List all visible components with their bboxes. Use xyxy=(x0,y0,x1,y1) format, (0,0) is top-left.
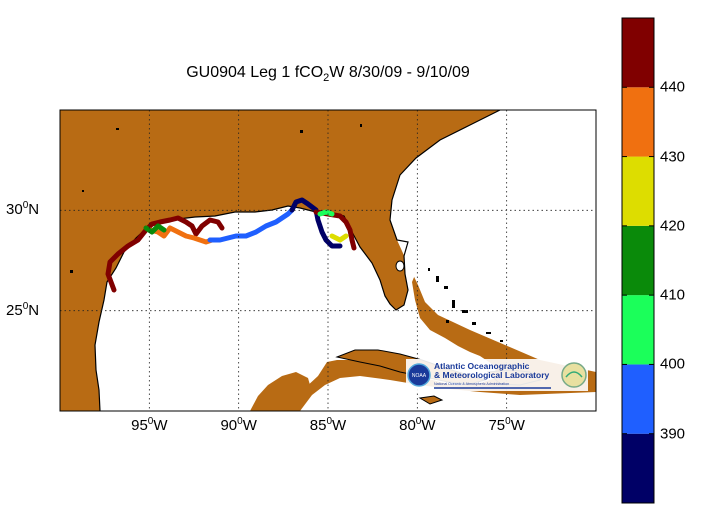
lat-tick-label-1: 250N xyxy=(6,300,40,319)
bahamas-islands xyxy=(428,268,503,342)
map-grid xyxy=(60,110,596,411)
noaa-badge-text: NOAA xyxy=(412,373,427,379)
track-segment-mixed xyxy=(143,223,167,235)
lon-tick-label-1: 900W xyxy=(220,416,257,434)
track-segment-east-green xyxy=(317,209,335,217)
track-segment-high xyxy=(105,215,225,293)
lon-tick-label-2: 850W xyxy=(309,416,347,434)
atlantic-water xyxy=(390,110,596,372)
map-title: GU0904 Leg 1 fCO2W 8/30/09 - 9/10/09 xyxy=(60,64,596,84)
inland-lakes xyxy=(70,124,362,273)
logo-line2: & Meteorological Laboratory xyxy=(434,370,550,380)
aoml-logo: NOAA Atlantic Oceanographic & Meteorolog… xyxy=(406,359,588,391)
lon-tick-label-0: 950W xyxy=(131,416,168,434)
colorbar-label-2: 410 xyxy=(660,286,686,304)
colorbar-label-3: 420 xyxy=(660,217,686,235)
colorbar-label-1: 400 xyxy=(660,355,686,373)
jamaica-land xyxy=(418,395,444,405)
yucatan-land xyxy=(250,372,312,411)
lon-tick-label-4: 750W xyxy=(488,416,525,434)
map-frame xyxy=(59,109,597,412)
colorbar-label-4: 430 xyxy=(660,148,686,166)
colorbar-label-5: 440 xyxy=(660,78,686,96)
dept-commerce-seal-icon xyxy=(561,362,587,388)
logo-line3: National Oceanic & Atmospheric Administr… xyxy=(434,382,509,386)
track-segment-darkblue xyxy=(289,197,343,249)
track-segment-orange xyxy=(147,225,215,245)
title-suffix: W 8/30/09 - 9/10/09 xyxy=(329,64,470,81)
logo-line1: Atlantic Oceanographic xyxy=(434,361,530,371)
lake-okeechobee xyxy=(395,260,405,272)
track-segment-blue xyxy=(207,207,295,243)
title-prefix: GU0904 Leg 1 fCO xyxy=(186,64,324,81)
lat-tick-label-0: 300N xyxy=(6,200,40,219)
lon-tick-label-3: 800W xyxy=(399,416,436,434)
colorbar-label-0: 390 xyxy=(660,425,686,443)
title-subscript: 2 xyxy=(323,72,330,85)
track-segment-east-yellow xyxy=(329,233,349,243)
cruise-track xyxy=(105,197,357,293)
caribbean-water xyxy=(300,376,596,411)
noaa-emblem-icon xyxy=(407,363,431,387)
